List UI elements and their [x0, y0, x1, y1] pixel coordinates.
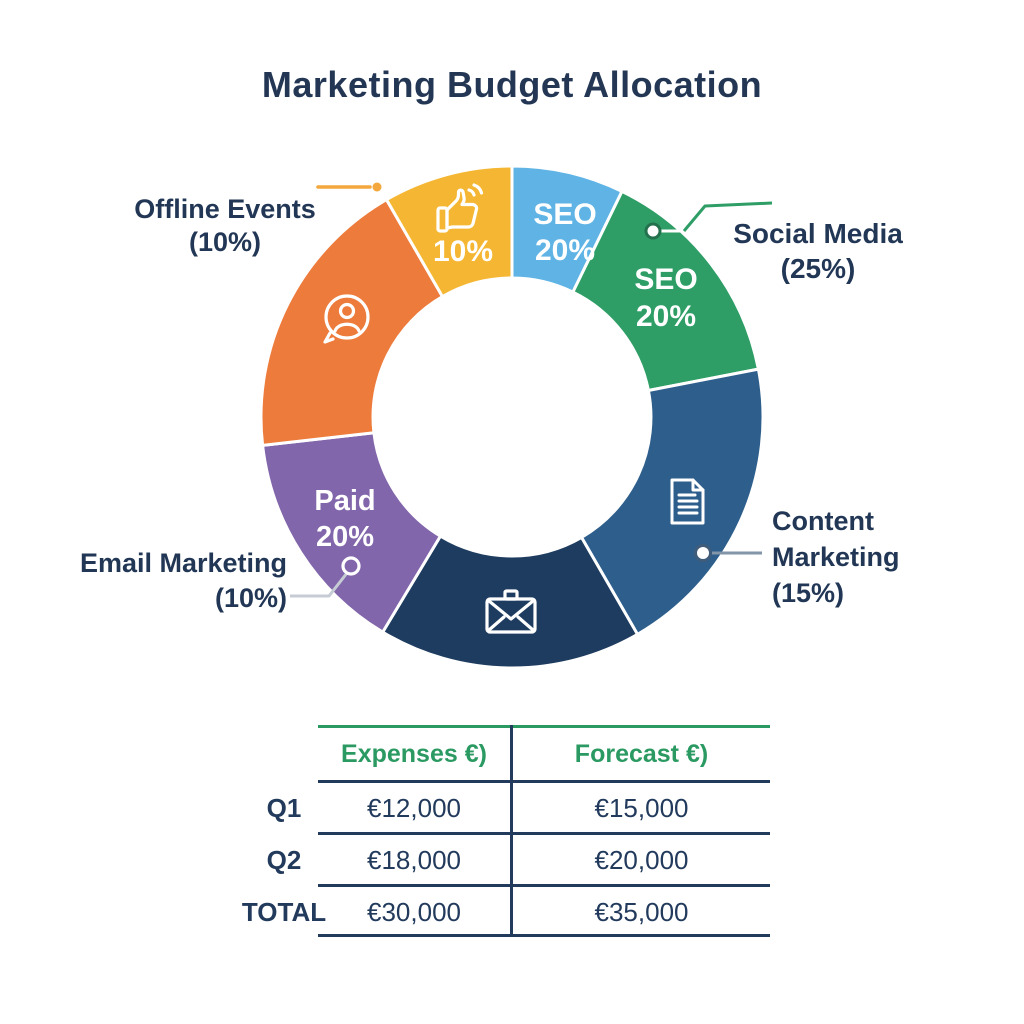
document-icon — [670, 478, 705, 525]
person-icon — [323, 294, 370, 344]
social-media-label: Social Media (25%) — [733, 218, 903, 284]
table-row-label-q2: Q2 — [266, 845, 302, 875]
donut-segment-events-thumb — [385, 164, 514, 299]
table-bottom-border — [318, 934, 770, 937]
envelope-icon — [485, 589, 537, 634]
segment-label-seo-blue: SEO 20% — [533, 198, 597, 267]
table-row-label-q1: Q1 — [266, 793, 302, 823]
table-header-expenses: Expenses €) — [341, 740, 487, 768]
table-cell-total-forecast: €35,000 — [594, 897, 689, 927]
table-row-label-total: TOTAL — [241, 897, 327, 927]
table-cell-q2-expenses: €18,000 — [367, 845, 461, 875]
donut-segment-offline-events — [259, 198, 444, 447]
table-top-border — [318, 725, 770, 728]
donut-segment-email-marketing — [381, 534, 639, 670]
segment-label-yellow-pct: 10% — [432, 235, 494, 268]
segment-label-seo-green: SEO 20% — [634, 263, 698, 333]
offline-events-label: Offline Events (10%) — [134, 194, 316, 257]
table-cell-q2-forecast: €20,000 — [594, 845, 689, 875]
email-marketing-label: Email Marketing (10%) — [79, 548, 287, 613]
table-cell-q1-expenses: €12,000 — [367, 793, 461, 823]
table-row-divider-1 — [318, 832, 770, 835]
page-title: Marketing Budget Allocation — [261, 64, 763, 105]
table-column-divider — [510, 725, 513, 937]
content-marketing-label: Content Marketing (15%) — [772, 506, 900, 608]
segment-label-paid: Paid 20% — [314, 485, 376, 553]
table-cell-total-expenses: €30,000 — [367, 897, 461, 927]
table-cell-q1-forecast: €15,000 — [594, 793, 689, 823]
table-row-divider-2 — [318, 884, 770, 887]
table-header-divider — [318, 780, 770, 783]
thumbs-up-icon — [436, 183, 484, 233]
table-header-forecast: Forecast €) — [574, 740, 709, 768]
